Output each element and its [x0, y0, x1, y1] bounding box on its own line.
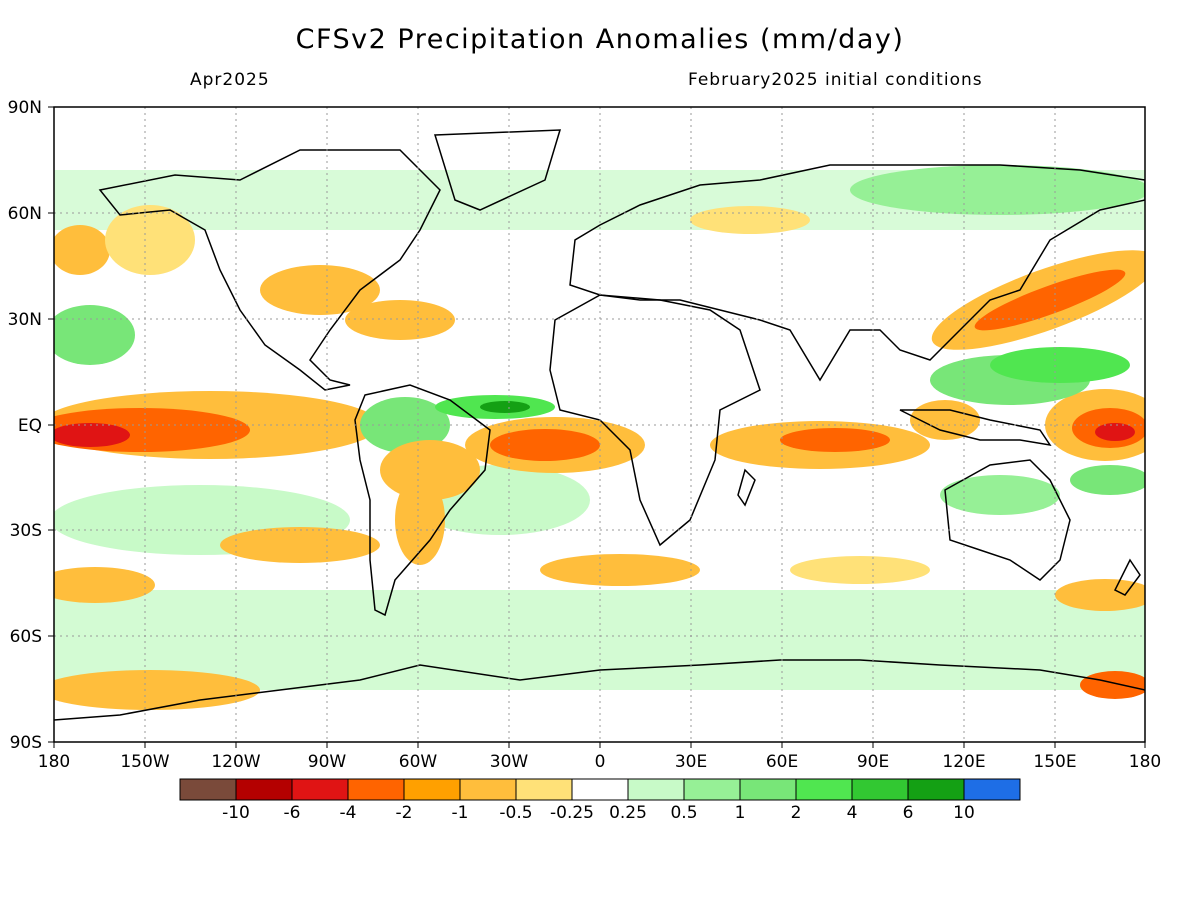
colorbar-swatch	[907, 778, 965, 801]
anomaly-region	[345, 300, 455, 340]
colorbar-label: -6	[284, 803, 301, 823]
south-america-coast	[354, 384, 491, 617]
anomaly-region	[54, 567, 155, 603]
lat-label: 60N	[8, 204, 42, 224]
lon-label: 150E	[1033, 752, 1076, 772]
indonesia-coast	[899, 409, 1052, 447]
anomaly-region	[990, 347, 1130, 383]
initial-conditions-label: February2025 initial conditions	[688, 70, 983, 90]
colorbar-swatch	[963, 778, 1021, 801]
anomaly-region	[1055, 579, 1145, 611]
lon-label: 30E	[675, 752, 707, 772]
colorbar-label: 10	[953, 803, 975, 823]
colorbar-swatch	[627, 778, 685, 801]
lat-label: 90N	[8, 98, 42, 118]
tick-marks	[48, 106, 1146, 748]
colorbar-label: -0.25	[550, 803, 594, 823]
madagascar-coast	[737, 468, 756, 507]
colorbar-swatch	[235, 778, 293, 801]
colorbar-swatch	[683, 778, 741, 801]
lat-label: 30N	[8, 310, 42, 330]
anomaly-region	[360, 397, 450, 453]
colorbar-label: -4	[340, 803, 357, 823]
lon-label: 0	[595, 752, 606, 772]
anomaly-region	[1095, 423, 1135, 441]
europe-coast	[569, 164, 1145, 382]
lon-label: 60E	[766, 752, 798, 772]
lon-label: 90W	[308, 752, 347, 772]
lon-label: 180	[1129, 752, 1161, 772]
colorbar	[179, 778, 1021, 801]
longitude-labels: 180 150W 120W 90W 60W 30W 0 30E 60E 90E …	[38, 752, 1161, 772]
anomaly-region	[105, 205, 195, 275]
coastlines	[54, 129, 1145, 721]
greenland-coast	[433, 129, 562, 211]
colorbar-label: 4	[847, 803, 858, 823]
anomaly-region	[940, 475, 1060, 515]
anomaly-region	[974, 269, 1126, 331]
new-zealand-coast	[1113, 558, 1141, 596]
valid-month-label: Apr2025	[190, 70, 270, 90]
colorbar-swatch	[739, 778, 797, 801]
colorbar-label: -0.5	[499, 803, 532, 823]
colorbar-label: -10	[222, 803, 250, 823]
anomaly-region	[780, 428, 890, 452]
anomaly-region	[850, 165, 1145, 215]
anomaly-region	[54, 670, 260, 710]
colorbar-label: 0.25	[609, 803, 647, 823]
lon-label: 180	[38, 752, 70, 772]
anomaly-region	[54, 305, 135, 365]
lat-label: EQ	[18, 416, 42, 436]
colorbar-swatch	[403, 778, 461, 801]
anomaly-region	[690, 206, 810, 234]
colorbar-swatch	[179, 778, 237, 801]
colorbar-swatch	[795, 778, 853, 801]
colorbar-label: 2	[791, 803, 802, 823]
anomaly-region	[490, 429, 600, 461]
anomaly-region	[1080, 671, 1145, 699]
colorbar-label: -1	[452, 803, 469, 823]
lon-label: 120W	[211, 752, 260, 772]
colorbar-label: 6	[903, 803, 914, 823]
latitude-labels: 90N 60N 30N EQ 30S 60S 90S	[8, 98, 42, 753]
anomaly-region	[54, 225, 110, 275]
lat-label: 30S	[10, 521, 42, 541]
lon-label: 150W	[120, 752, 169, 772]
colorbar-swatch	[291, 778, 349, 801]
anomaly-fields	[54, 165, 1145, 710]
colorbar-labels: -10 -6 -4 -2 -1 -0.5 -0.25 0.25 0.5 1 2 4 6 10	[222, 803, 975, 823]
colorbar-swatch	[347, 778, 405, 801]
antarctica-coast	[54, 659, 1145, 721]
australia-coast	[944, 459, 1071, 581]
colorbar-label: -2	[396, 803, 413, 823]
anomaly-region	[790, 556, 930, 584]
anomaly-region	[220, 527, 380, 563]
anomaly-region	[540, 554, 700, 586]
lon-label: 30W	[490, 752, 529, 772]
africa-coast	[549, 294, 761, 547]
colorbar-label: 0.5	[670, 803, 697, 823]
lon-label: 90E	[857, 752, 889, 772]
lat-label: 60S	[10, 627, 42, 647]
colorbar-label: 1	[735, 803, 746, 823]
colorbar-swatch	[459, 778, 517, 801]
lon-label: 60W	[399, 752, 438, 772]
lon-label: 120E	[942, 752, 985, 772]
colorbar-swatch	[571, 778, 629, 801]
colorbar-swatch	[851, 778, 909, 801]
anomaly-region	[1070, 465, 1145, 495]
north-america-coast	[98, 149, 441, 391]
grid-lines	[54, 107, 1145, 742]
colorbar-swatch	[515, 778, 573, 801]
anomaly-region	[395, 475, 445, 565]
lat-label: 90S	[10, 733, 42, 753]
anomaly-region	[54, 423, 130, 447]
map-title: CFSv2 Precipitation Anomalies (mm/day)	[295, 24, 905, 55]
anomaly-region	[480, 401, 530, 413]
